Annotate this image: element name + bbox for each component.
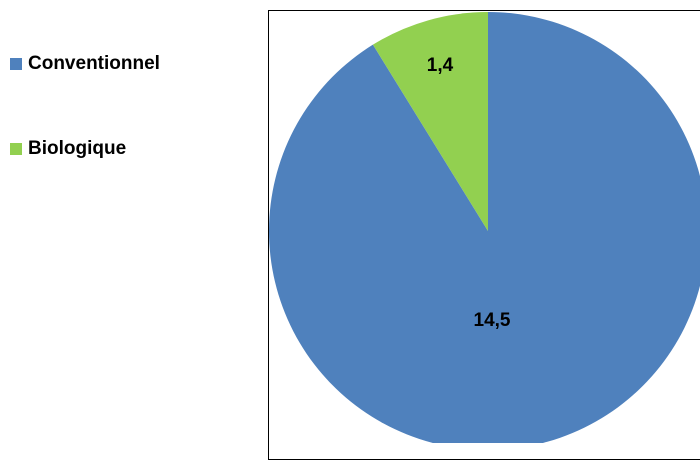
data-label-conventionnel: 14,5 [474,310,511,331]
data-label-biologique: 1,4 [427,55,454,76]
legend-label-conventionnel: Conventionnel [28,53,160,74]
legend-swatch-biologique [10,143,22,155]
chart-legend: Conventionnel Biologique [10,52,160,222]
legend-swatch-conventionnel [10,58,22,70]
pie-slice-biologique [372,12,488,231]
legend-item-conventionnel: Conventionnel [10,52,160,76]
legend-item-biologique: Biologique [10,137,160,161]
pie-chart: 14,5 1,4 [269,12,700,443]
legend-label-biologique: Biologique [28,138,127,159]
pie-slice-conventionnel [269,12,700,443]
